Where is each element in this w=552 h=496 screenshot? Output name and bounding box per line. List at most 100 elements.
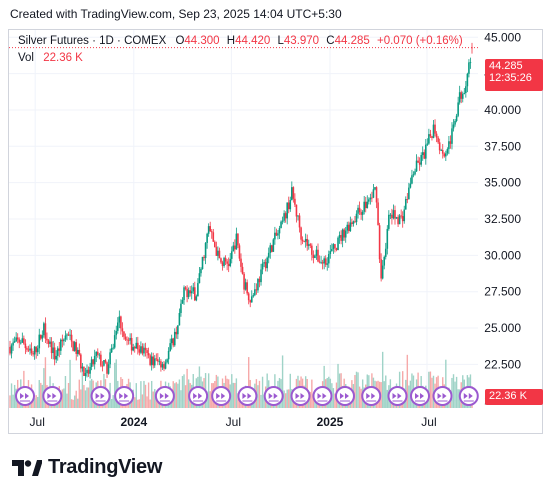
symbol-label[interactable]: Silver Futures · 1D · COMEX [18,35,167,47]
fast-forward-circle-icon[interactable] [410,386,431,406]
volume-bar [334,393,336,408]
volume-bar [177,383,179,408]
candle-body [435,133,438,138]
volume-bar [232,382,234,408]
volume-bar [288,389,290,408]
fast-forward-circle-icon[interactable] [211,386,232,406]
candle-body [155,358,158,360]
candle-body [469,62,472,64]
candle-body [415,160,418,172]
volume-bar [110,399,113,408]
candle-body [110,348,113,353]
fast-forward-circle-icon[interactable] [15,386,36,406]
candle-body [374,187,376,190]
candle-body [398,215,401,225]
candle-body [280,221,282,229]
volume-bar [114,362,116,408]
time-tick-label: Jul [226,415,241,429]
candle-body [355,213,358,223]
candle-body [237,233,239,246]
volume-bar [183,374,185,408]
volume-bar [35,395,37,408]
last-price-value: 44.285 [489,60,523,72]
candle-body [200,269,202,274]
fast-forward-circle-icon[interactable] [361,386,382,406]
volume-bar [186,368,188,408]
candle-body [386,228,389,249]
candle-body [169,343,171,351]
candle-body [232,245,235,252]
volume-label[interactable]: Vol [18,52,34,64]
fast-forward-circle-icon[interactable] [312,386,333,406]
tradingview-brand[interactable]: TradingView [12,456,162,479]
fast-forward-circle-icon[interactable] [114,386,135,406]
volume-bar [357,372,359,408]
volume-bar [13,384,16,408]
fast-forward-circle-icon[interactable] [188,386,209,406]
volume-bar [78,379,80,408]
candle-body [354,221,356,223]
candle-body [80,354,82,369]
candle-body [75,342,78,354]
candle-body [107,364,110,374]
fast-forward-circle-icon[interactable] [290,386,311,406]
fast-forward-circle-icon[interactable] [90,386,111,406]
volume-bar [445,359,447,408]
volume-bar [381,351,384,408]
candle-body [212,232,215,242]
candle-body [312,254,315,259]
candle-body [395,217,398,219]
candle-body [289,200,292,210]
candle-body [327,254,330,264]
candle-body [455,115,458,121]
price-tick-label: 40.000 [484,103,521,117]
candle-body [203,256,205,259]
candle-body [140,346,142,353]
tradingview-logo-icon [12,459,42,476]
volume-bar [140,381,142,408]
volume-bar [70,399,73,408]
high-value: 44.420 [235,35,271,47]
candle-body [66,334,68,336]
fast-forward-circle-icon[interactable] [432,386,453,406]
candle-body [96,351,99,355]
fast-forward-circle-icon[interactable] [237,386,258,406]
candle-body [204,242,207,259]
candle-body [389,214,392,216]
candle-body [207,226,210,234]
chart-frame[interactable] [8,29,543,434]
volume-bar [63,388,65,408]
candle-body [24,343,27,349]
volume-bar [154,389,156,408]
candle-body [61,339,64,342]
fast-forward-circle-icon[interactable] [387,386,408,406]
candle-body [190,291,193,294]
candle-body [441,150,444,154]
candle-body [267,252,270,258]
fast-forward-circle-icon[interactable] [334,386,355,406]
volume-bar [237,393,239,408]
candle-body [217,250,219,256]
candle-body [244,282,247,290]
volume-bar [150,380,153,408]
candle-body [281,220,284,222]
volume-bar [86,387,88,408]
candle-body [252,295,255,297]
candle-body [218,250,221,259]
volume-bar [386,389,388,408]
candle-body [43,323,45,336]
price-tick-label: 30.000 [484,248,521,262]
fast-forward-circle-icon[interactable] [154,386,175,406]
candle-body [129,337,131,341]
candle-body [301,239,304,242]
candle-body [181,300,184,304]
fast-forward-circle-icon[interactable] [263,386,284,406]
volume-bar [141,394,144,408]
candle-body [263,262,265,264]
fast-forward-circle-icon[interactable] [42,386,63,406]
candle-body [164,362,167,369]
candle-body [180,303,182,313]
candle-body [452,124,455,129]
fast-forward-circle-icon[interactable] [458,386,479,406]
